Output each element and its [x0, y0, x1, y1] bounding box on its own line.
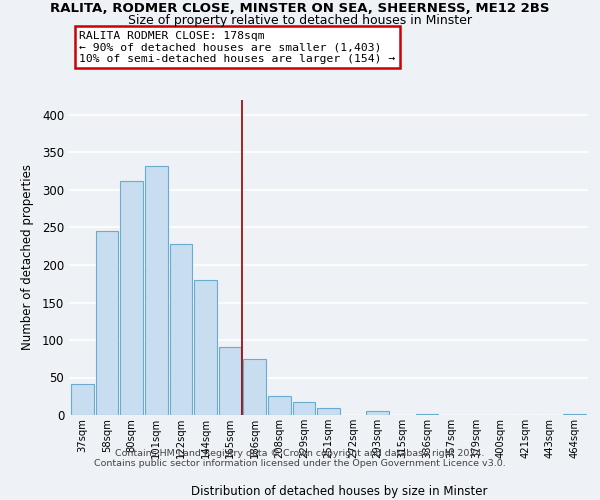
Bar	[96, 231, 118, 415]
Bar	[121, 181, 143, 415]
Bar	[145, 166, 167, 415]
Bar	[194, 280, 217, 415]
Bar	[244, 359, 266, 415]
Bar	[317, 408, 340, 415]
Bar	[71, 384, 94, 415]
Bar	[268, 396, 290, 415]
Bar	[416, 414, 438, 415]
Y-axis label: Number of detached properties: Number of detached properties	[20, 164, 34, 350]
Bar	[170, 244, 192, 415]
Bar	[563, 414, 586, 415]
Bar	[367, 411, 389, 415]
Bar	[219, 347, 241, 415]
Text: Contains public sector information licensed under the Open Government Licence v3: Contains public sector information licen…	[94, 458, 506, 468]
Text: RALITA, RODMER CLOSE, MINSTER ON SEA, SHEERNESS, ME12 2BS: RALITA, RODMER CLOSE, MINSTER ON SEA, SH…	[50, 2, 550, 16]
Text: Size of property relative to detached houses in Minster: Size of property relative to detached ho…	[128, 14, 472, 27]
Text: Contains HM Land Registry data © Crown copyright and database right 2024.: Contains HM Land Registry data © Crown c…	[115, 448, 485, 458]
Text: Distribution of detached houses by size in Minster: Distribution of detached houses by size …	[191, 484, 487, 498]
Text: RALITA RODMER CLOSE: 178sqm
← 90% of detached houses are smaller (1,403)
10% of : RALITA RODMER CLOSE: 178sqm ← 90% of det…	[79, 30, 395, 64]
Bar	[293, 402, 315, 415]
